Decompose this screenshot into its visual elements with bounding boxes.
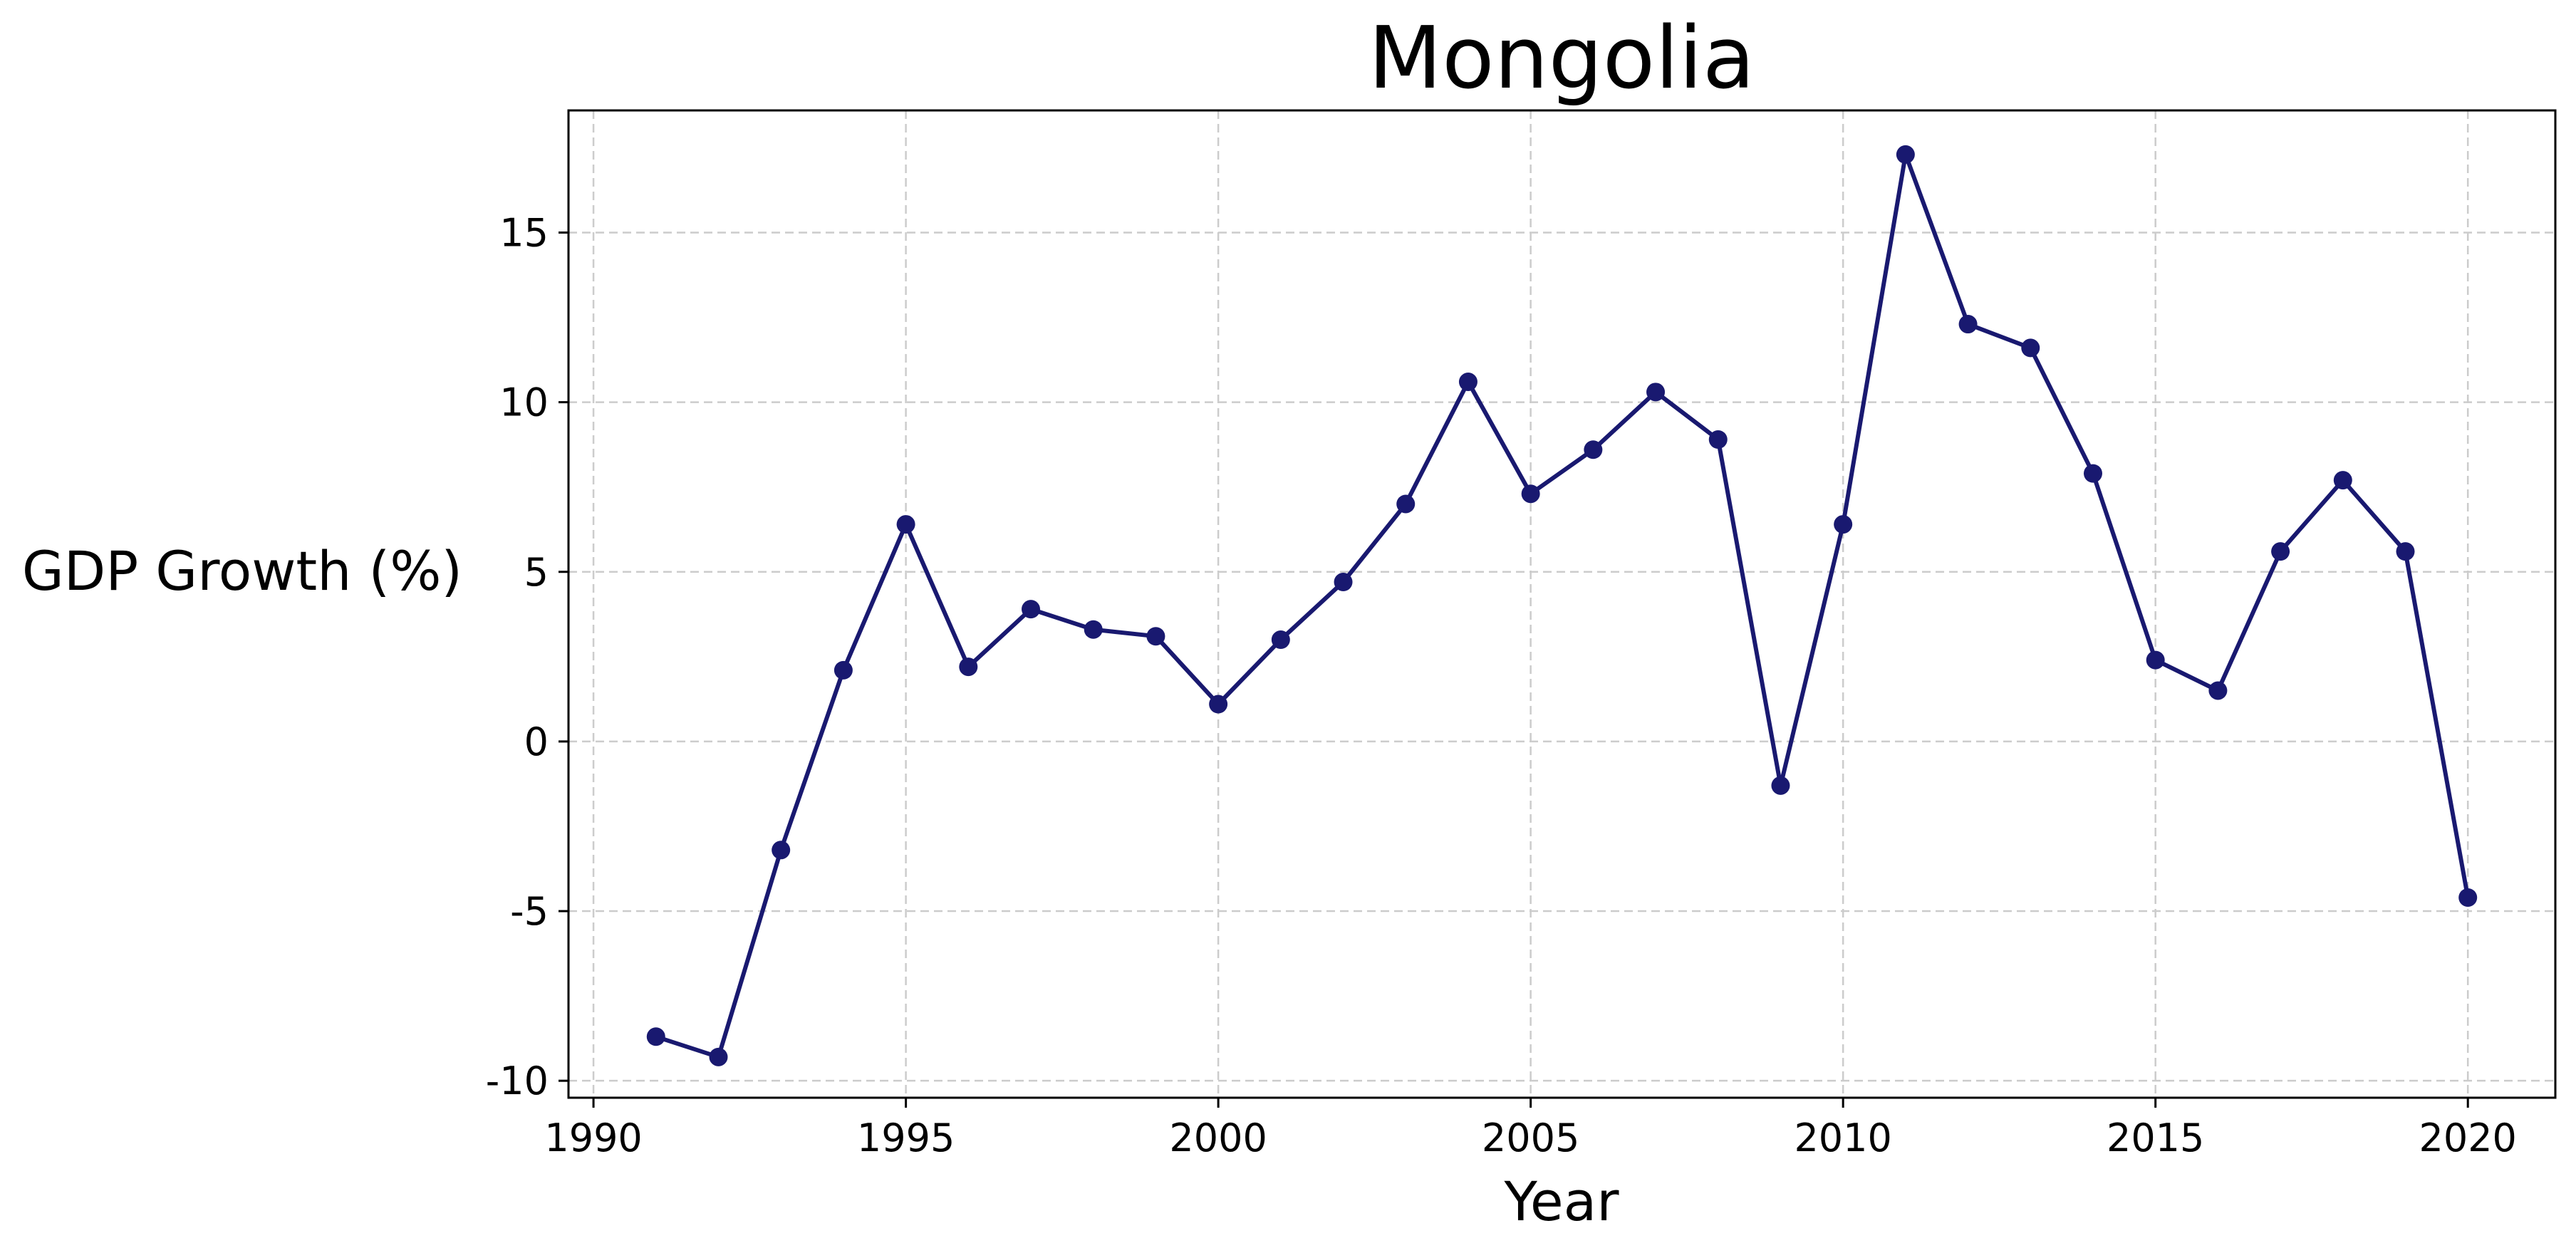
data-point bbox=[1146, 627, 1165, 646]
data-point bbox=[2021, 338, 2040, 358]
x-tick-label: 2010 bbox=[1794, 1116, 1891, 1160]
data-point bbox=[1209, 695, 1228, 714]
data-point bbox=[772, 841, 791, 860]
axis-layer: 1990 1995 2000 2005 2010 2015 2020 -10 -5 0 5 10 15 bbox=[486, 210, 2517, 1160]
data-point bbox=[1584, 440, 1603, 459]
data-point bbox=[2271, 542, 2290, 561]
data-point bbox=[2083, 464, 2102, 483]
data-point bbox=[1396, 494, 1416, 514]
data-point bbox=[1646, 383, 1666, 402]
x-tick-label: 1995 bbox=[857, 1116, 955, 1160]
data-point bbox=[646, 1027, 665, 1046]
data-point bbox=[2396, 542, 2415, 561]
series-layer bbox=[646, 145, 2478, 1066]
y-tick-label: -10 bbox=[486, 1059, 549, 1103]
data-point bbox=[833, 660, 853, 680]
y-tick-label: 5 bbox=[524, 550, 549, 595]
grid-layer bbox=[568, 110, 2555, 1098]
data-point bbox=[709, 1047, 728, 1066]
series-line bbox=[653, 152, 2471, 1059]
x-axis-title: Year bbox=[1504, 1170, 1620, 1233]
data-point bbox=[1084, 620, 1103, 639]
data-point bbox=[1521, 484, 1540, 504]
data-point bbox=[1896, 145, 1915, 164]
x-tick-label: 2005 bbox=[1482, 1116, 1579, 1160]
y-axis-title: GDP Growth (%) bbox=[22, 539, 462, 603]
y-tick-label: 10 bbox=[499, 380, 549, 425]
data-point bbox=[2208, 681, 2228, 700]
data-point bbox=[2146, 650, 2165, 670]
data-point bbox=[1334, 573, 1353, 592]
data-point bbox=[959, 657, 978, 677]
data-point bbox=[2458, 888, 2478, 907]
data-point bbox=[1022, 600, 1041, 619]
data-point bbox=[1458, 373, 1477, 392]
data-point bbox=[2333, 471, 2352, 490]
y-tick-label: -5 bbox=[510, 889, 549, 934]
plot-frame bbox=[567, 109, 2557, 1099]
x-tick-label: 2015 bbox=[2107, 1116, 2204, 1160]
data-point bbox=[1708, 430, 1728, 449]
data-point bbox=[1834, 515, 1853, 534]
chart-title: Mongolia bbox=[1368, 9, 1755, 108]
data-point bbox=[1958, 315, 1978, 334]
y-tick-label: 15 bbox=[499, 210, 549, 255]
x-tick-label: 2000 bbox=[1169, 1116, 1267, 1160]
data-point bbox=[1771, 776, 1790, 795]
x-tick-label: 1990 bbox=[544, 1116, 642, 1160]
data-point bbox=[896, 515, 915, 534]
data-point bbox=[1271, 630, 1290, 650]
y-tick-label: 0 bbox=[524, 719, 549, 764]
x-tick-label: 2020 bbox=[2419, 1116, 2516, 1160]
